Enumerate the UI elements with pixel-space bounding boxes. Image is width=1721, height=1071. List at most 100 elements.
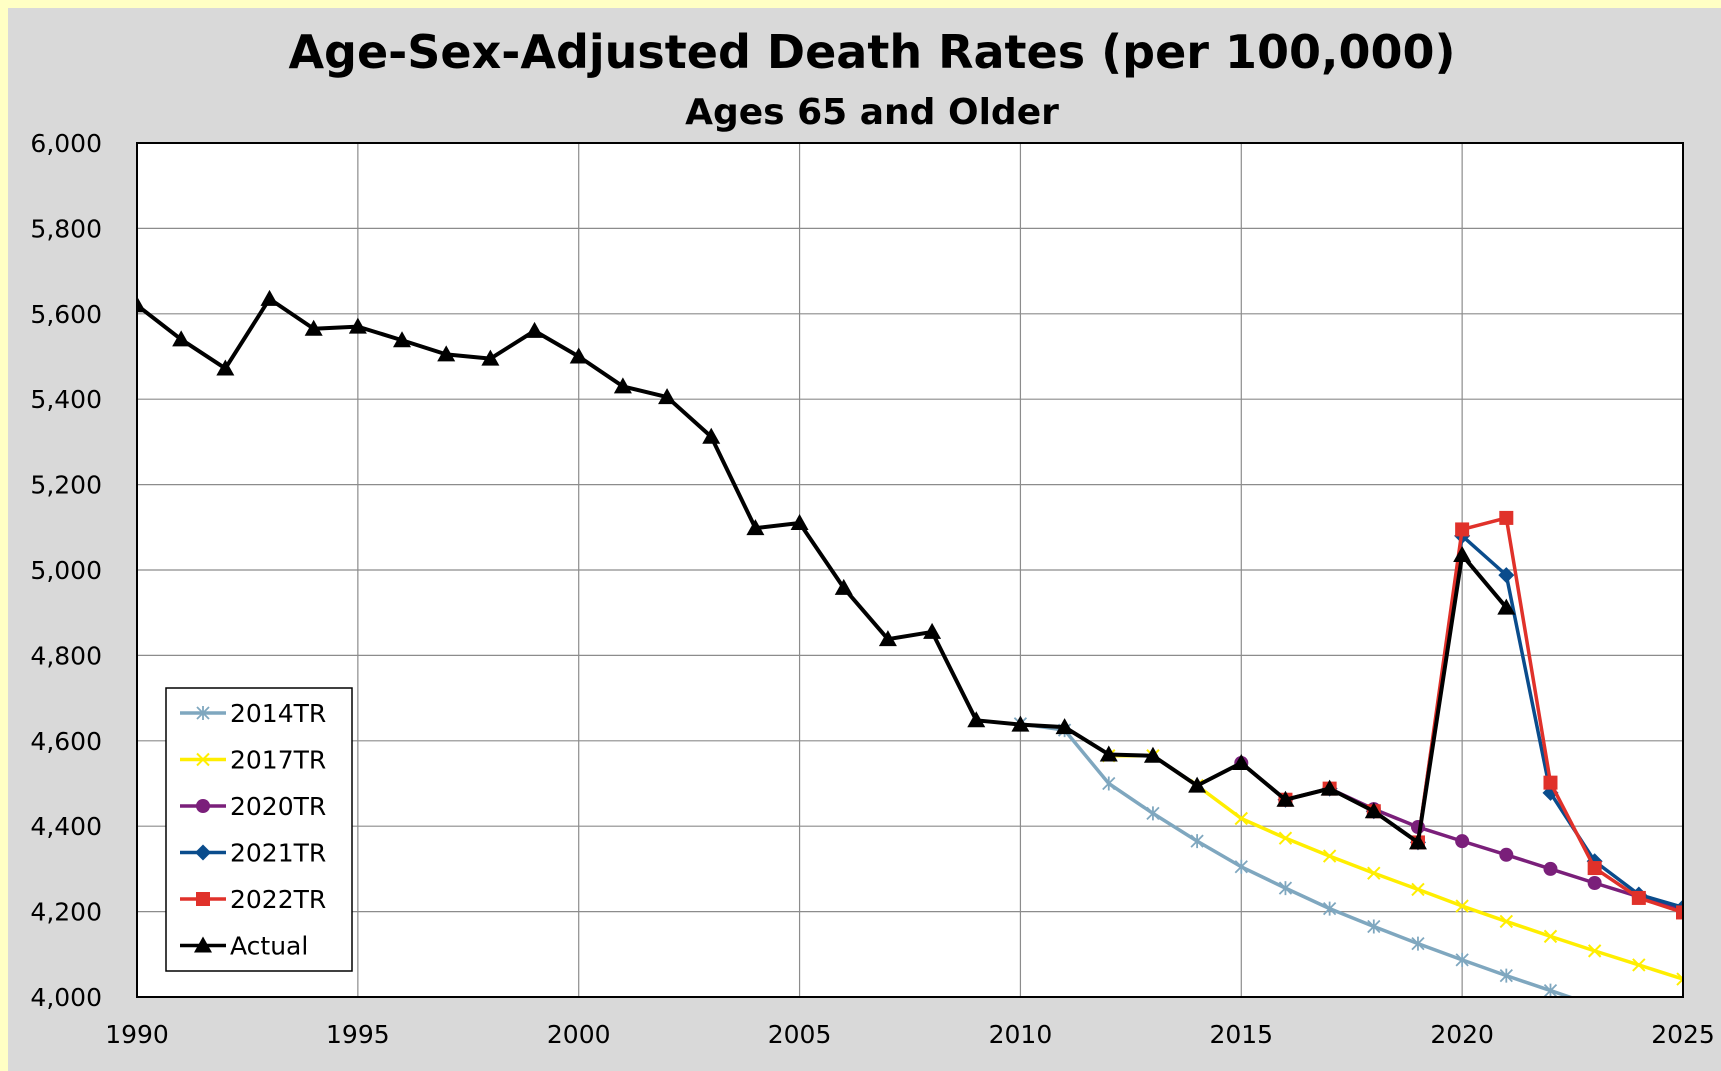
data-point [1234, 811, 1248, 826]
legend-item-2017tr: 2017TR [180, 746, 326, 775]
data-point [1411, 882, 1425, 897]
x-tick-label: 2000 [547, 1020, 611, 1049]
data-point [1455, 952, 1469, 967]
x-tick-label: 2015 [1209, 1020, 1273, 1049]
data-point [569, 347, 588, 364]
data-point [525, 321, 544, 338]
data-point [702, 427, 721, 444]
data-point [1322, 901, 1337, 916]
data-point [1676, 972, 1683, 986]
data-point [1232, 754, 1251, 771]
legend-label: 2020TR [230, 792, 326, 821]
x-tick-label: 1995 [326, 1020, 390, 1049]
legend-label: 2021TR [230, 839, 326, 868]
data-point [1455, 834, 1470, 849]
data-point [1188, 776, 1207, 793]
data-point [1453, 546, 1472, 563]
y-tick-label: 4,800 [30, 641, 102, 670]
data-point [1499, 914, 1514, 929]
legend-item-2014tr: 2014TR [180, 699, 326, 728]
data-point [1099, 745, 1118, 762]
data-point [1497, 598, 1516, 615]
data-point [1543, 929, 1558, 944]
data-point [172, 330, 191, 347]
data-point [1455, 522, 1470, 537]
data-point [1055, 718, 1074, 735]
data-point [1543, 861, 1558, 876]
legend-item-actual: Actual [180, 932, 308, 961]
data-point [137, 296, 146, 313]
y-tick-label: 5,200 [30, 471, 102, 500]
y-tick-label: 4,400 [30, 812, 102, 841]
data-point [304, 319, 323, 336]
y-tick-label: 4,200 [30, 898, 102, 927]
series-actual [137, 289, 1516, 850]
data-point [1011, 715, 1030, 732]
series-line [1020, 721, 1575, 997]
data-point [1543, 983, 1558, 997]
data-point [196, 892, 210, 906]
plot-border [136, 142, 1684, 998]
data-point [260, 289, 279, 306]
data-point [1364, 802, 1383, 819]
y-tick-label: 5,400 [30, 385, 102, 414]
data-point [437, 345, 456, 362]
data-point [1322, 849, 1337, 863]
data-point [1632, 958, 1646, 972]
legend-label: Actual [230, 932, 308, 961]
data-point [878, 630, 897, 647]
data-point [393, 331, 412, 348]
data-point [967, 711, 986, 728]
data-point [194, 936, 212, 953]
legend-label: 2022TR [230, 885, 326, 914]
data-point [1631, 890, 1646, 905]
data-point [348, 317, 367, 334]
y-tick-label: 5,000 [30, 556, 102, 585]
chart-title: Age-Sex-Adjusted Death Rates (per 100,00… [288, 25, 1455, 79]
x-tick-label: 2010 [989, 1020, 1053, 1049]
data-point [195, 844, 211, 861]
data-point [1587, 875, 1602, 890]
data-point [1190, 834, 1204, 849]
data-point [1411, 936, 1425, 951]
y-tick-label: 4,600 [30, 727, 102, 756]
data-point [1276, 790, 1295, 807]
data-point [1455, 899, 1469, 913]
data-point [1146, 806, 1160, 821]
data-point [1143, 746, 1162, 763]
legend: 2014TR 2017TR 2020TR 2021TR 2022TR Actual [165, 687, 353, 972]
data-point [481, 349, 500, 366]
data-point [1633, 1012, 1645, 1026]
legend-item-2020tr: 2020TR [180, 792, 326, 821]
y-tick-label: 5,600 [30, 300, 102, 329]
data-point [1408, 833, 1427, 850]
x-tick-label: 2020 [1430, 1020, 1494, 1049]
legend-item-2022tr: 2022TR [180, 885, 326, 914]
data-point [1499, 510, 1514, 525]
data-point [196, 799, 210, 813]
data-point [1543, 775, 1558, 790]
chart-subtitle: Ages 65 and Older [685, 92, 1059, 133]
y-tick-label: 6,000 [30, 129, 102, 158]
data-point [1589, 999, 1601, 1013]
data-point [1367, 919, 1381, 934]
data-point [1278, 831, 1293, 845]
y-tick-label: 5,800 [30, 214, 102, 243]
x-axis: 1990 1995 2000 2005 2010 2015 2020 2025 [105, 1020, 1715, 1049]
data-point [1587, 861, 1602, 876]
y-axis: 4,000 4,200 4,400 4,600 4,800 5,000 5,200 5,400… [30, 129, 102, 1012]
series-group [137, 289, 1683, 1026]
x-tick-label: 1990 [105, 1020, 169, 1049]
data-point [1587, 944, 1602, 958]
data-point [1102, 776, 1116, 791]
data-point [1499, 847, 1514, 862]
legend-item-2021tr: 2021TR [180, 839, 326, 868]
legend-label: 2014TR [230, 699, 326, 728]
data-point [216, 359, 235, 376]
legend-box [165, 687, 353, 972]
data-point [658, 388, 677, 405]
y-tick-label: 4,000 [30, 983, 102, 1012]
data-point [834, 578, 853, 595]
data-point [790, 514, 809, 531]
